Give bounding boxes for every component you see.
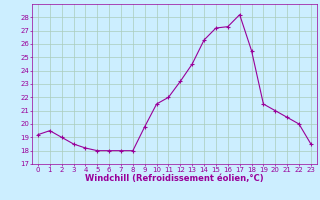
X-axis label: Windchill (Refroidissement éolien,°C): Windchill (Refroidissement éolien,°C)	[85, 174, 264, 183]
